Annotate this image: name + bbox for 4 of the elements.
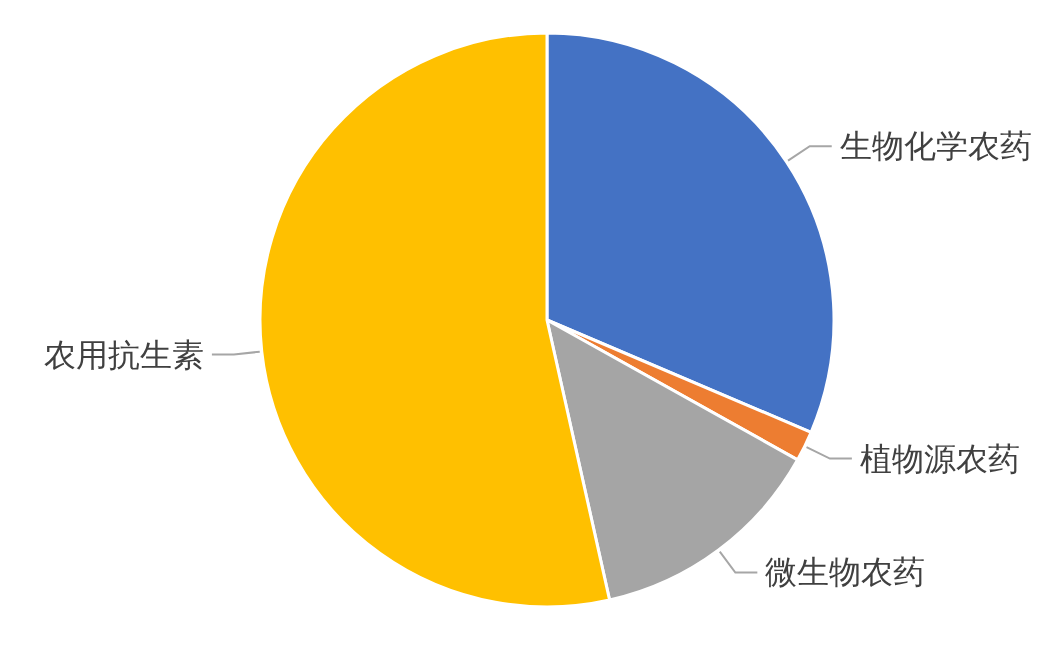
slice-label: 微生物农药 xyxy=(765,553,926,592)
slice-label: 生物化学农药 xyxy=(839,127,1032,166)
slice-label: 植物源农药 xyxy=(859,439,1020,478)
slice-label: 农用抗生素 xyxy=(43,335,204,374)
